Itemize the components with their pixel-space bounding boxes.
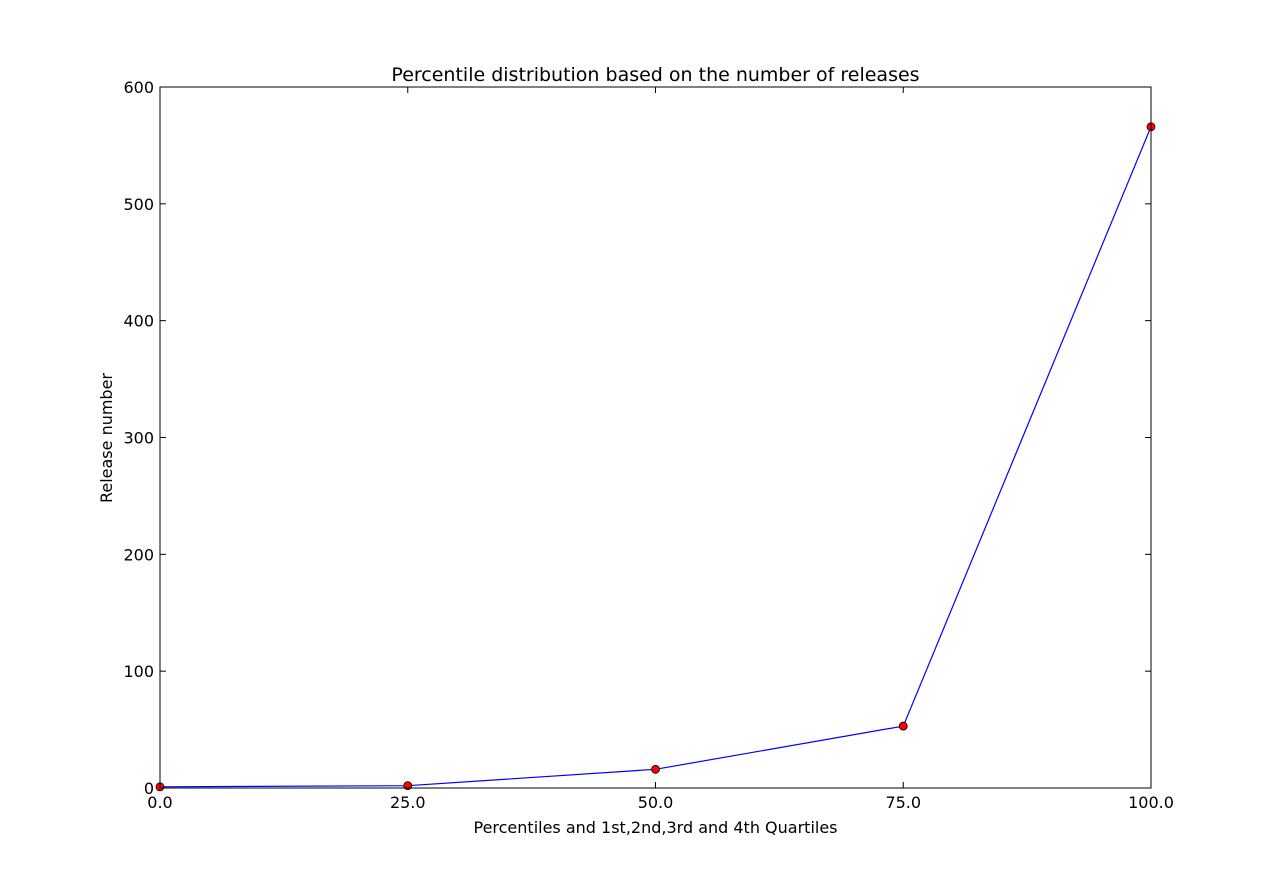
data-point bbox=[651, 764, 660, 774]
series-layer bbox=[155, 122, 1156, 792]
y-tick-label: 500 bbox=[123, 195, 154, 214]
y-axis-label: Release number bbox=[97, 373, 116, 503]
axis-ticks: 0.0 25.0 50.0 75.0 100.0 0 100 200 300 400 500 600 bbox=[123, 78, 1173, 812]
data-point bbox=[898, 721, 908, 731]
y-tick-label: 100 bbox=[123, 662, 154, 681]
x-axis-label: Percentiles and 1st,2nd,3rd and 4th Quar… bbox=[473, 818, 837, 837]
plot-frame bbox=[159, 86, 1152, 789]
y-tick-label: 400 bbox=[123, 312, 154, 331]
x-tick-label: 75.0 bbox=[885, 793, 921, 812]
series-line bbox=[159, 126, 1152, 788]
x-tick-label: 0.0 bbox=[147, 793, 172, 812]
x-tick-label: 25.0 bbox=[390, 793, 426, 812]
y-tick-label: 0 bbox=[144, 779, 154, 798]
x-tick-label: 100.0 bbox=[1128, 793, 1174, 812]
y-tick-label: 300 bbox=[123, 429, 154, 448]
y-tick-label: 600 bbox=[123, 78, 154, 97]
x-tick-label: 50.0 bbox=[638, 793, 674, 812]
y-tick-label: 200 bbox=[123, 545, 154, 564]
chart-title: Percentile distribution based on the num… bbox=[391, 64, 919, 86]
